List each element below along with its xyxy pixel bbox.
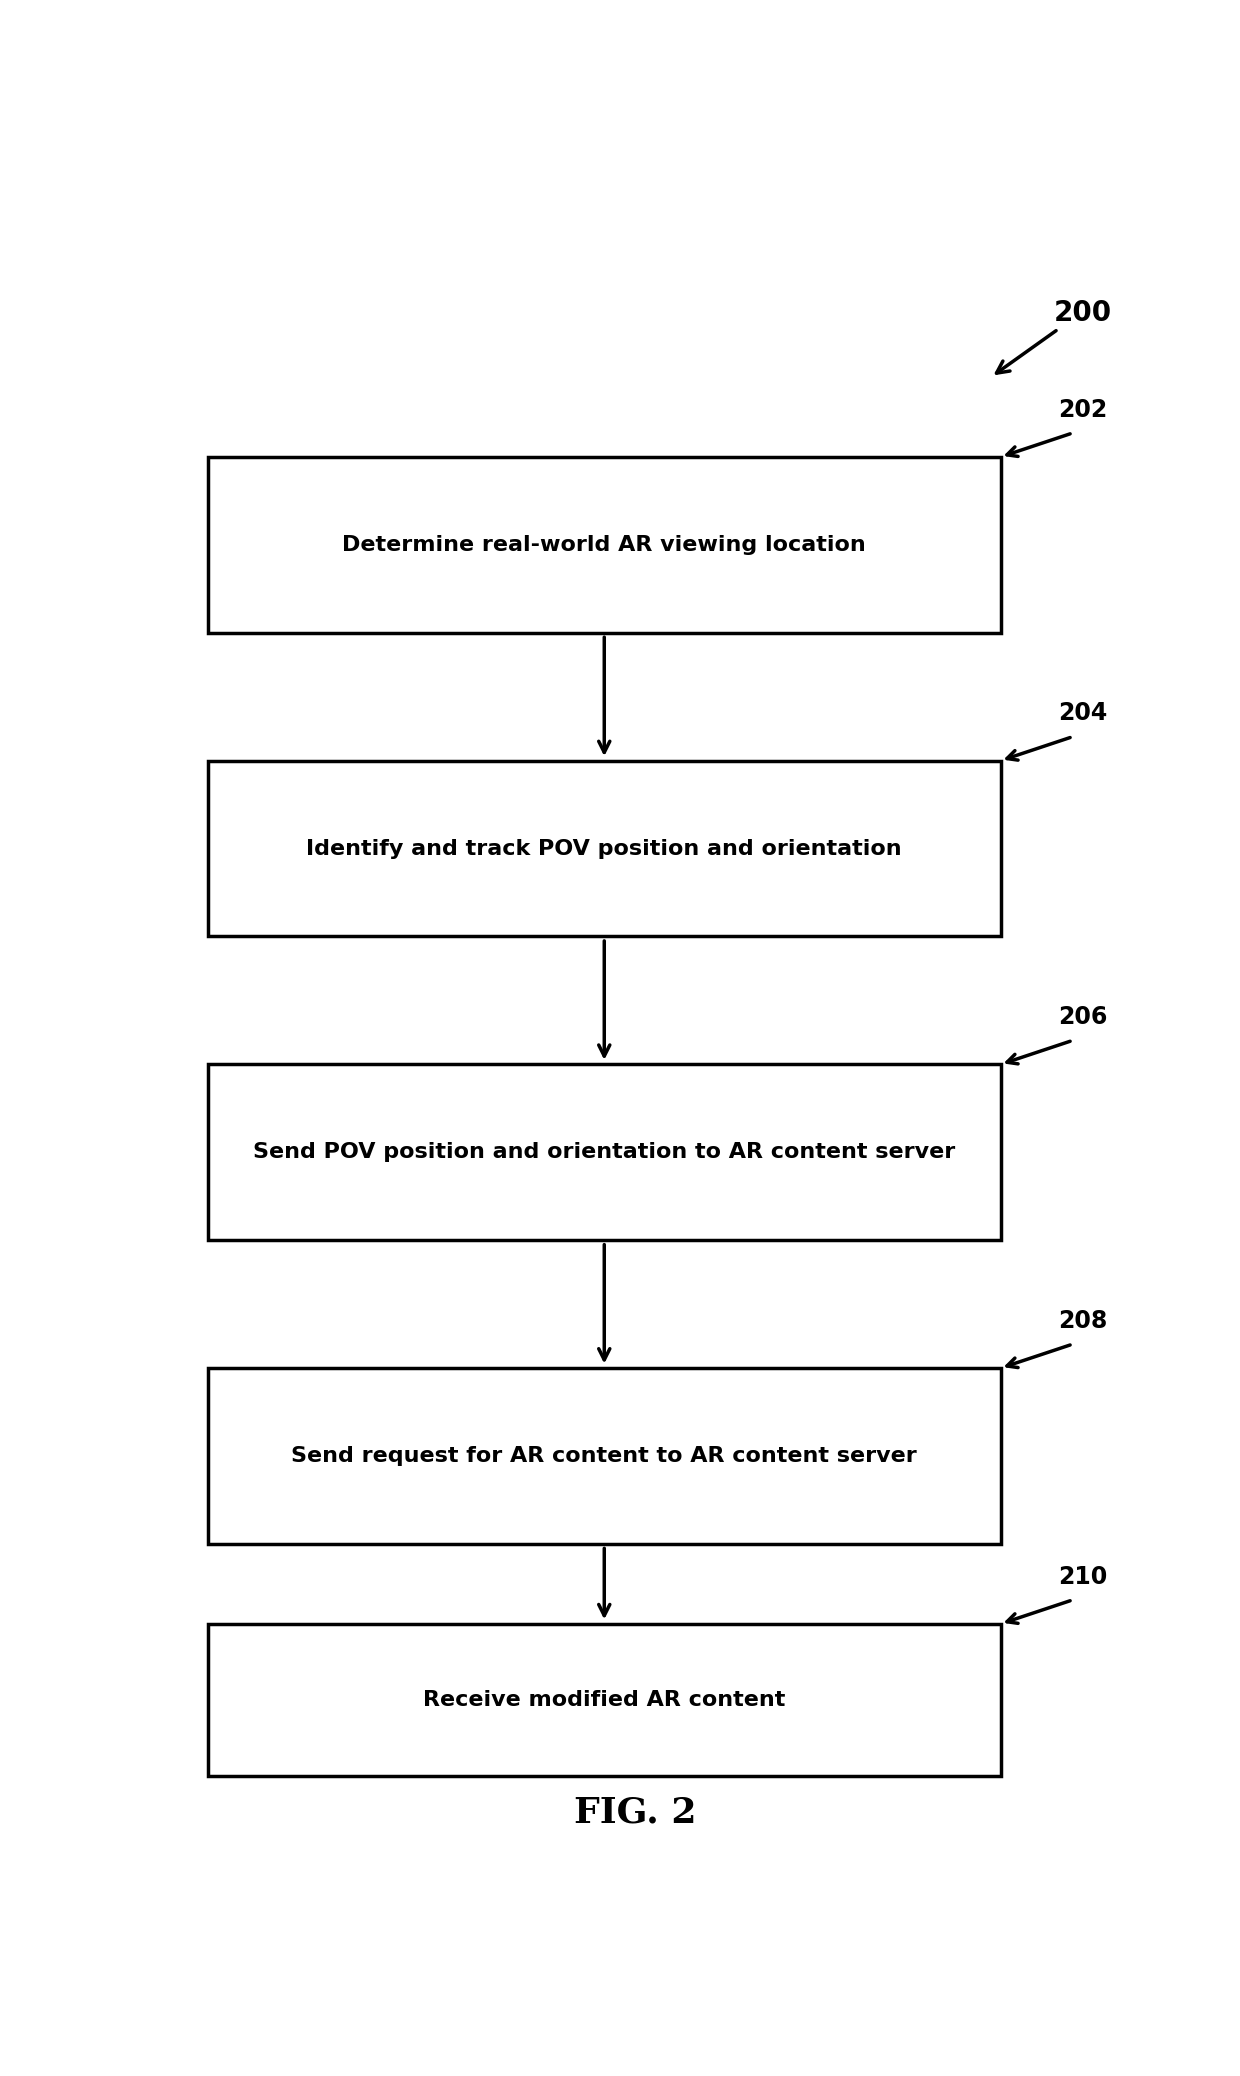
Text: 200: 200 [1053, 299, 1111, 328]
Text: Send POV position and orientation to AR content server: Send POV position and orientation to AR … [253, 1142, 955, 1163]
Text: Receive modified AR content: Receive modified AR content [423, 1690, 785, 1711]
Text: 204: 204 [1058, 702, 1107, 725]
Text: FIG. 2: FIG. 2 [574, 1796, 697, 1829]
Bar [208, 1623, 1001, 1775]
Text: Determine real-world AR viewing location: Determine real-world AR viewing location [342, 536, 867, 554]
Bar [208, 457, 1001, 633]
Bar [208, 1368, 1001, 1545]
Text: 210: 210 [1058, 1565, 1107, 1588]
Text: 208: 208 [1058, 1308, 1107, 1333]
Text: Send request for AR content to AR content server: Send request for AR content to AR conten… [291, 1447, 918, 1466]
Text: 206: 206 [1058, 1005, 1107, 1030]
Text: Identify and track POV position and orientation: Identify and track POV position and orie… [306, 839, 901, 859]
Bar [208, 1065, 1001, 1239]
Text: 202: 202 [1058, 399, 1107, 421]
Bar [208, 760, 1001, 936]
